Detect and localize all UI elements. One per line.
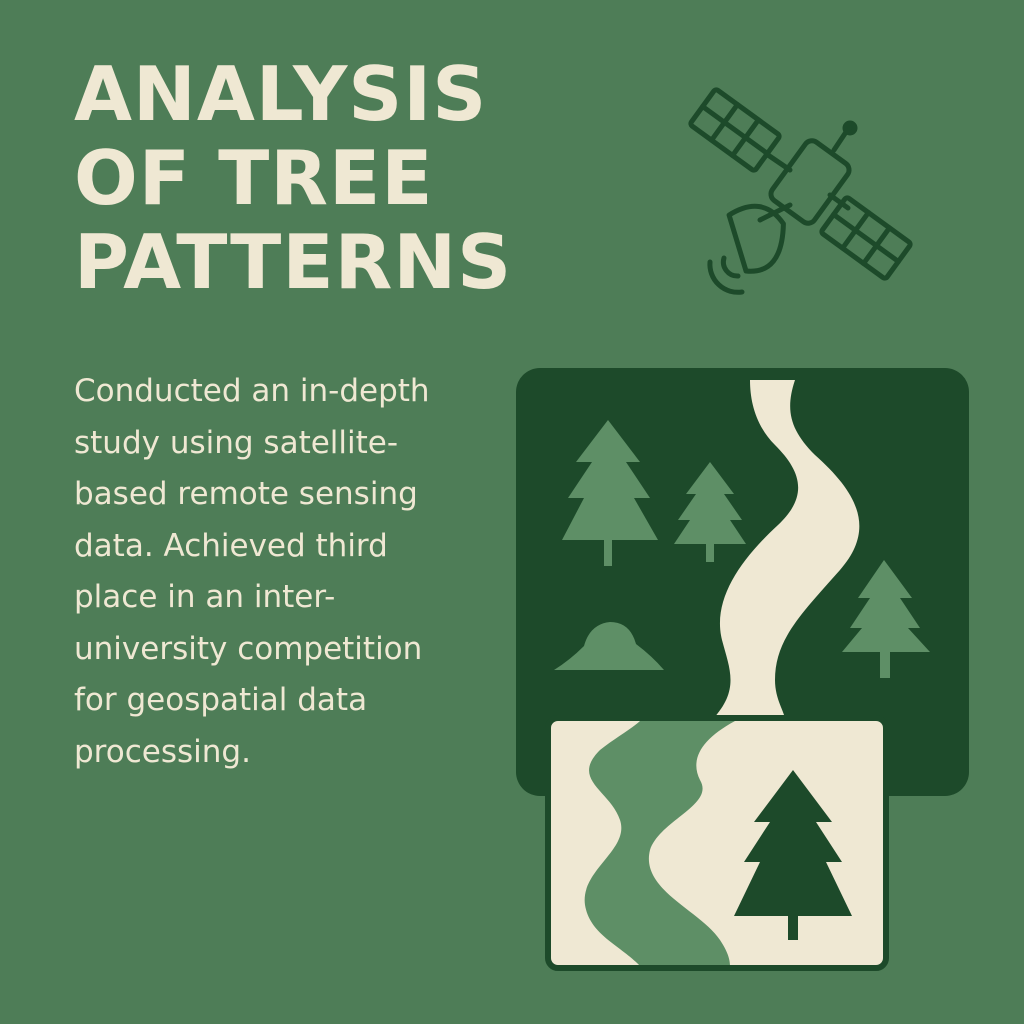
bush-icon bbox=[554, 622, 664, 670]
title-line: ANALYSIS bbox=[74, 50, 488, 138]
satellite-icon bbox=[688, 87, 913, 295]
description-line: for geospatial data bbox=[74, 682, 368, 718]
title-line: PATTERNS bbox=[74, 218, 513, 306]
project-description: Conducted an in-depth study using satell… bbox=[74, 366, 494, 778]
description-line: data. Achieved third bbox=[74, 527, 388, 564]
description-line: university competition bbox=[74, 630, 423, 667]
description-line: processing. bbox=[74, 733, 251, 770]
forest-river-map-illustration bbox=[516, 368, 969, 796]
description-line: study using satellite- bbox=[74, 424, 399, 461]
river-icon bbox=[584, 721, 735, 965]
tree-icon bbox=[734, 770, 852, 940]
tree-icon bbox=[674, 462, 746, 562]
poster-title: ANALYSIS OF TREE PATTERNS bbox=[74, 52, 512, 304]
description-line: Conducted an in-depth bbox=[74, 373, 430, 409]
tree-icon bbox=[842, 560, 930, 678]
title-line: OF TREE bbox=[74, 134, 434, 222]
map-card bbox=[545, 715, 889, 971]
river-icon bbox=[712, 380, 860, 720]
description-line: based remote sensing bbox=[74, 476, 418, 512]
tree-icon bbox=[562, 420, 658, 566]
description-line: place in an inter- bbox=[74, 579, 336, 615]
